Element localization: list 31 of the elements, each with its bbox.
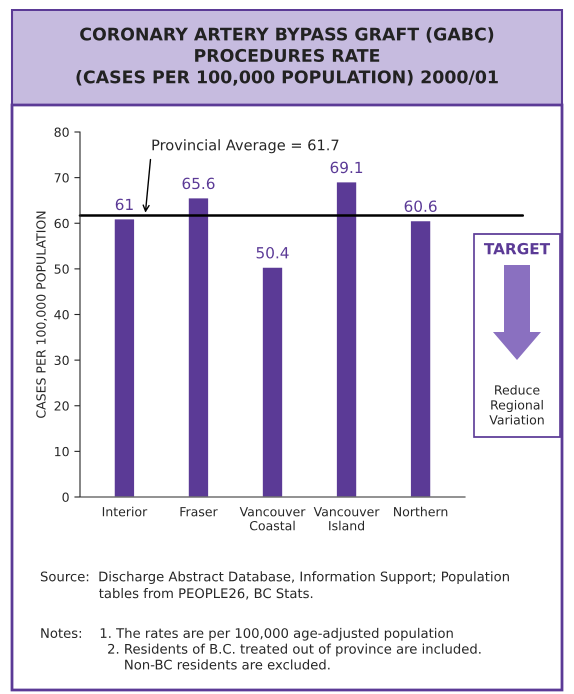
annotation: TARGET (484, 242, 550, 254)
y-tick-label: 60 (54, 218, 69, 228)
y-tick-label: 30 (54, 356, 69, 366)
x-tick-label: Vancouver Island (314, 507, 380, 530)
bar (187, 197, 210, 497)
x-tick-label: Fraser (180, 507, 218, 516)
text: Notes: 1. The rates are per 100,000 age-adjusted population 2. Residents of B.C. treated out of province are included. Non-BC residents are excluded. (41, 628, 481, 670)
bar (410, 220, 432, 497)
y-tick-label: 50 (54, 264, 69, 274)
chart-title: CORONARY ARTERY BYPASS GRAFT (GABC) PROCEDURES RATE (CASES PER 100,000 POPULATION) 2000/01 (76, 27, 498, 86)
y-tick-label: 20 (54, 401, 69, 411)
x-tick-label: Interior (102, 506, 148, 516)
data-label: 65.6 (182, 178, 215, 190)
bar (335, 181, 358, 497)
x-tick-label: Vancouver Coastal (240, 507, 306, 530)
data-label: 61 (116, 198, 133, 210)
bar (261, 266, 284, 497)
y-tick-label: 70 (54, 173, 69, 183)
annotation: Reduce Regional Variation (489, 385, 544, 425)
data-label: 50.4 (256, 246, 289, 259)
y-tick-label: 40 (54, 310, 69, 320)
source-note: Source: Discharge Abstract Database, Information Support; Population tables from PEOPLE26, BC Stats. (40, 571, 509, 600)
y-axis-title: CASES PER 100,000 POPULATION (36, 212, 47, 418)
bar (113, 218, 136, 497)
y-tick-label: 10 (55, 446, 69, 456)
ref-line-label: Provincial Average = 61.7 (152, 139, 338, 154)
y-tick-label: 80 (54, 127, 69, 137)
y-tick-label: 0 (62, 492, 69, 502)
data-label: 69.1 (330, 162, 362, 174)
x-tick-label: Northern (394, 506, 448, 516)
data-label: 60.6 (404, 200, 437, 212)
